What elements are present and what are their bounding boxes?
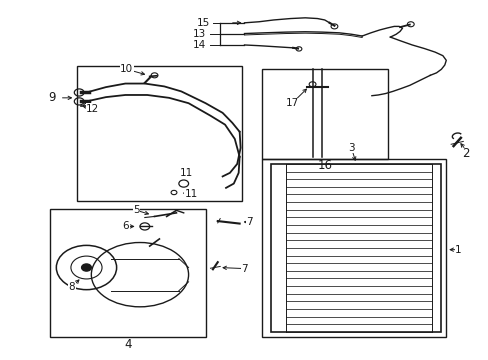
Text: 7: 7: [241, 264, 247, 274]
Text: 2: 2: [461, 147, 468, 160]
Text: 14: 14: [192, 40, 205, 50]
Text: 17: 17: [285, 98, 298, 108]
Text: 7: 7: [245, 217, 252, 227]
Bar: [261, 69, 387, 158]
Text: 10: 10: [120, 64, 133, 74]
Circle shape: [81, 264, 91, 271]
Text: 8: 8: [68, 282, 75, 292]
Text: 13: 13: [192, 28, 205, 39]
Text: 11: 11: [184, 189, 197, 199]
Bar: [271, 164, 441, 332]
Bar: [50, 208, 205, 337]
Text: 4: 4: [124, 338, 131, 351]
Text: 12: 12: [86, 104, 99, 113]
Bar: [261, 158, 446, 337]
Text: 6: 6: [122, 221, 129, 231]
Text: 1: 1: [454, 245, 461, 255]
Bar: [77, 66, 242, 202]
Text: 11: 11: [179, 168, 192, 178]
Text: 15: 15: [197, 18, 210, 28]
Text: 9: 9: [49, 91, 56, 104]
Text: 16: 16: [317, 159, 331, 172]
Text: 5: 5: [133, 205, 140, 215]
Text: 3: 3: [347, 143, 354, 153]
